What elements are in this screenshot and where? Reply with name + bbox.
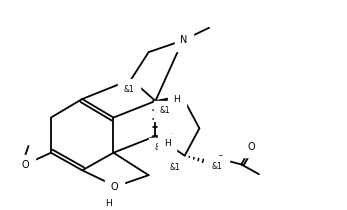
Text: &1: &1 bbox=[160, 106, 171, 115]
Text: O: O bbox=[216, 155, 224, 165]
Text: &1: &1 bbox=[124, 85, 134, 94]
Text: H: H bbox=[105, 199, 112, 208]
Text: O: O bbox=[111, 182, 118, 192]
Text: &1: &1 bbox=[155, 143, 166, 152]
Text: &1: &1 bbox=[170, 163, 180, 172]
Text: O: O bbox=[247, 142, 255, 152]
Text: H: H bbox=[174, 94, 180, 104]
Text: H: H bbox=[164, 139, 170, 148]
Polygon shape bbox=[155, 134, 173, 138]
Polygon shape bbox=[155, 97, 173, 101]
Text: O: O bbox=[22, 160, 29, 170]
Text: &1: &1 bbox=[212, 162, 222, 171]
Text: N: N bbox=[180, 35, 187, 45]
